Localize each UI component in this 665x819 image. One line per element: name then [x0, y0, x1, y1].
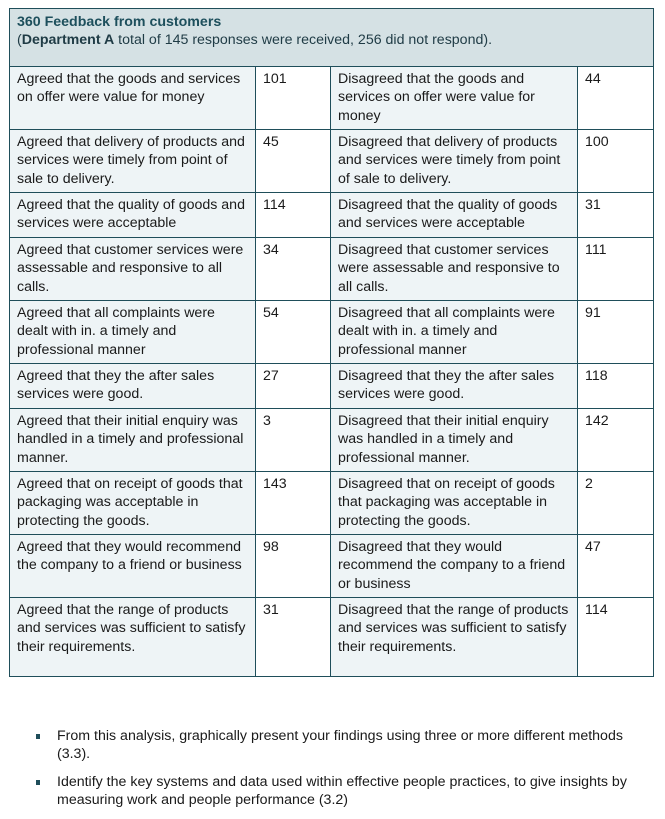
- bullet-text: Identify the key systems and data used w…: [57, 774, 627, 808]
- disagreed-label: Disagreed that delivery of products and …: [330, 129, 578, 193]
- agreed-count: 31: [255, 597, 331, 677]
- disagreed-label: Disagreed that the quality of goods and …: [330, 192, 578, 238]
- table-row: Agreed that delivery of products and ser…: [9, 129, 655, 193]
- agreed-label: Agreed that they would recommend the com…: [9, 534, 256, 598]
- table-title: 360 Feedback from customers: [17, 14, 222, 30]
- agreed-label: Agreed that on receipt of goods that pac…: [9, 471, 256, 535]
- instructions-list: From this analysis, graphically present …: [36, 727, 656, 819]
- disagreed-label: Disagreed that all complaints were dealt…: [330, 300, 578, 364]
- bullet-icon: [36, 780, 40, 785]
- disagreed-label: Disagreed that they the after sales serv…: [330, 363, 578, 409]
- subtitle-text: total of 145 responses were received, 25…: [114, 32, 493, 49]
- header-cell: 360 Feedback from customers (Department …: [8, 8, 655, 67]
- disagreed-label: Disagreed that their initial enquiry was…: [330, 408, 578, 472]
- disagreed-label: Disagreed that customer services were as…: [330, 237, 578, 301]
- disagreed-count: 91: [576, 300, 655, 364]
- table-subtitle: (Department A total of 145 responses wer…: [17, 31, 646, 49]
- disagreed-label: Disagreed that the range of products and…: [330, 597, 578, 677]
- agreed-label: Agreed that the range of products and se…: [9, 597, 256, 677]
- agreed-label: Agreed that the quality of goods and ser…: [9, 192, 256, 238]
- disagreed-count: 47: [576, 534, 655, 598]
- subtitle-prefix: (: [17, 32, 22, 49]
- table-row: Agreed that customer services were asses…: [9, 237, 655, 301]
- feedback-table: 360 Feedback from customers (Department …: [8, 8, 655, 677]
- agreed-count: 45: [255, 129, 331, 193]
- agreed-label: Agreed that delivery of products and ser…: [9, 129, 256, 193]
- disagreed-label: Disagreed that the goods and services on…: [330, 66, 578, 130]
- department-name: Department A: [21, 32, 115, 49]
- disagreed-count: 114: [576, 597, 655, 677]
- disagreed-count: 100: [576, 129, 655, 193]
- disagreed-count: 111: [576, 237, 655, 301]
- table-row: Agreed that the goods and services on of…: [9, 66, 655, 130]
- table-row: Agreed that they would recommend the com…: [9, 534, 655, 598]
- agreed-count: 34: [255, 237, 331, 301]
- table-header: 360 Feedback from customers (Department …: [8, 8, 655, 67]
- agreed-count: 143: [255, 471, 331, 535]
- bullet-text: From this analysis, graphically present …: [57, 728, 623, 762]
- bullet-icon: [36, 734, 40, 739]
- agreed-label: Agreed that customer services were asses…: [9, 237, 256, 301]
- table-row: Agreed that they the after sales service…: [9, 363, 655, 409]
- agreed-count: 98: [255, 534, 331, 598]
- agreed-count: 27: [255, 363, 331, 409]
- bullet-item: From this analysis, graphically present …: [36, 727, 656, 763]
- agreed-count: 54: [255, 300, 331, 364]
- disagreed-label: Disagreed that they would recommend the …: [330, 534, 578, 598]
- table-row: Agreed that all complaints were dealt wi…: [9, 300, 655, 364]
- table-row: Agreed that the quality of goods and ser…: [9, 192, 655, 238]
- agreed-label: Agreed that they the after sales service…: [9, 363, 256, 409]
- disagreed-label: Disagreed that on receipt of goods that …: [330, 471, 578, 535]
- disagreed-count: 31: [576, 192, 655, 238]
- table-row: Agreed that their initial enquiry was ha…: [9, 408, 655, 472]
- disagreed-count: 118: [576, 363, 655, 409]
- agreed-label: Agreed that the goods and services on of…: [9, 66, 256, 130]
- agreed-count: 101: [255, 66, 331, 130]
- agreed-label: Agreed that their initial enquiry was ha…: [9, 408, 256, 472]
- disagreed-count: 2: [576, 471, 655, 535]
- table-row: Agreed that the range of products and se…: [9, 597, 655, 677]
- disagreed-count: 142: [576, 408, 655, 472]
- disagreed-count: 44: [576, 66, 655, 130]
- agreed-label: Agreed that all complaints were dealt wi…: [9, 300, 256, 364]
- agreed-count: 114: [255, 192, 331, 238]
- table-row: Agreed that on receipt of goods that pac…: [9, 471, 655, 535]
- agreed-count: 3: [255, 408, 331, 472]
- bullet-item: Identify the key systems and data used w…: [36, 773, 656, 809]
